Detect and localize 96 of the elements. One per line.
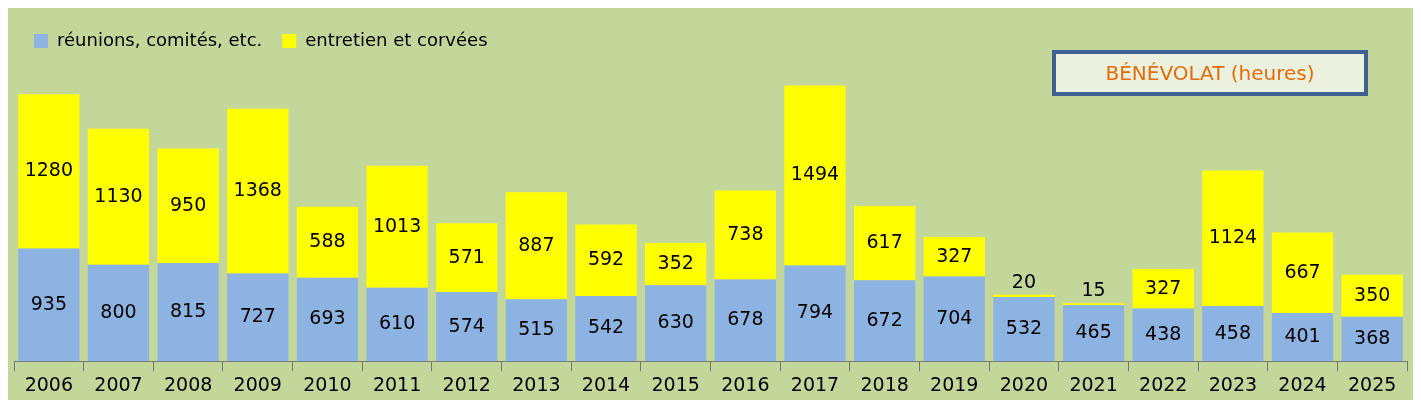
bar — [923, 276, 985, 362]
data-label: 574 — [448, 313, 485, 336]
data-label: 704 — [936, 305, 973, 328]
data-label: 950 — [169, 192, 207, 215]
bar — [227, 108, 289, 274]
data-label: 1130 — [94, 183, 143, 206]
bar — [575, 295, 637, 362]
data-label: 20 — [1011, 269, 1037, 292]
x-tick-label: 2019 — [930, 372, 979, 395]
bar — [784, 265, 846, 362]
bar — [784, 85, 846, 266]
x-tick-label: 2007 — [94, 372, 143, 395]
data-label: 667 — [1284, 259, 1321, 282]
bar — [1271, 232, 1334, 313]
data-label: 815 — [169, 299, 207, 322]
x-tick-label: 2017 — [790, 372, 840, 395]
bar — [296, 206, 359, 278]
bar — [853, 205, 916, 281]
data-label: 327 — [1145, 275, 1182, 298]
x-tick-label: 2025 — [1348, 372, 1397, 395]
bar — [87, 128, 150, 265]
data-label: 465 — [1075, 320, 1112, 343]
data-label: 678 — [727, 307, 764, 330]
data-label: 727 — [239, 304, 276, 327]
x-tick-label: 2006 — [24, 372, 73, 395]
x-tick-label: 2020 — [999, 372, 1049, 395]
data-label: 800 — [100, 299, 137, 322]
data-label: 1368 — [233, 178, 282, 201]
data-label: 401 — [1284, 323, 1321, 346]
bar — [87, 264, 150, 362]
data-label: 617 — [866, 230, 903, 253]
data-label: 693 — [309, 306, 346, 329]
x-tick-label: 2021 — [1069, 372, 1118, 395]
data-label: 794 — [796, 300, 834, 323]
data-label: 438 — [1145, 321, 1182, 344]
x-tick-label: 2016 — [721, 372, 770, 395]
data-label: 1494 — [790, 162, 840, 185]
bar — [1132, 308, 1194, 362]
bar — [505, 299, 568, 362]
bar — [714, 190, 776, 280]
x-tick-label: 2015 — [651, 372, 700, 395]
data-label: 935 — [30, 291, 67, 314]
data-label: 1013 — [372, 213, 422, 236]
x-tick-label: 2012 — [442, 372, 491, 395]
bar — [714, 279, 776, 362]
data-label: 1124 — [1208, 225, 1258, 248]
bar — [157, 263, 219, 362]
data-label: 532 — [1005, 316, 1043, 339]
x-tick-label: 2010 — [303, 372, 352, 395]
data-label: 458 — [1214, 320, 1252, 343]
bar — [645, 285, 707, 362]
title-frame: BÉNÉVOLAT (heures) — [1052, 50, 1368, 96]
x-tick-label: 2009 — [233, 372, 282, 395]
x-tick-label: 2024 — [1278, 372, 1327, 395]
data-label: 15 — [1081, 278, 1106, 301]
data-label: 588 — [309, 229, 346, 252]
bar — [296, 277, 359, 362]
data-label: 352 — [657, 251, 694, 274]
data-label: 610 — [378, 311, 416, 334]
bar — [157, 148, 219, 264]
x-tick-label: 2008 — [163, 372, 213, 395]
bar — [505, 192, 568, 300]
data-label: 592 — [587, 247, 625, 270]
bar — [1202, 306, 1264, 362]
data-label: 1280 — [24, 158, 73, 181]
data-label: 515 — [518, 317, 555, 340]
x-tick-label: 2023 — [1208, 372, 1258, 395]
bar — [1202, 170, 1264, 307]
bar — [1062, 305, 1125, 362]
bar — [18, 94, 80, 249]
data-label: 887 — [518, 232, 555, 255]
legend-label: réunions, comités, etc. — [57, 28, 263, 50]
legend-label: entretien et corvées — [305, 28, 488, 50]
data-label: 327 — [936, 243, 973, 266]
bar — [853, 280, 916, 362]
bar — [1271, 312, 1334, 362]
data-label: 571 — [448, 244, 485, 267]
bar — [993, 297, 1055, 362]
bar — [366, 287, 428, 362]
bar — [18, 248, 80, 362]
x-tick-label: 2013 — [512, 372, 561, 395]
x-tick-label: 2022 — [1139, 372, 1188, 395]
bar — [227, 273, 289, 362]
x-tick-label: 2014 — [581, 372, 631, 395]
x-tick-label: 2018 — [860, 372, 909, 395]
bar — [366, 165, 428, 288]
data-label: 542 — [587, 315, 625, 338]
data-label: 350 — [1354, 282, 1391, 305]
data-label: 672 — [866, 307, 903, 330]
x-tick-label: 2011 — [372, 372, 422, 395]
data-label: 738 — [727, 221, 764, 244]
data-label: 630 — [657, 310, 694, 333]
bar — [436, 292, 498, 362]
data-label: 368 — [1354, 325, 1391, 348]
bar — [575, 224, 637, 296]
bar — [436, 223, 498, 293]
